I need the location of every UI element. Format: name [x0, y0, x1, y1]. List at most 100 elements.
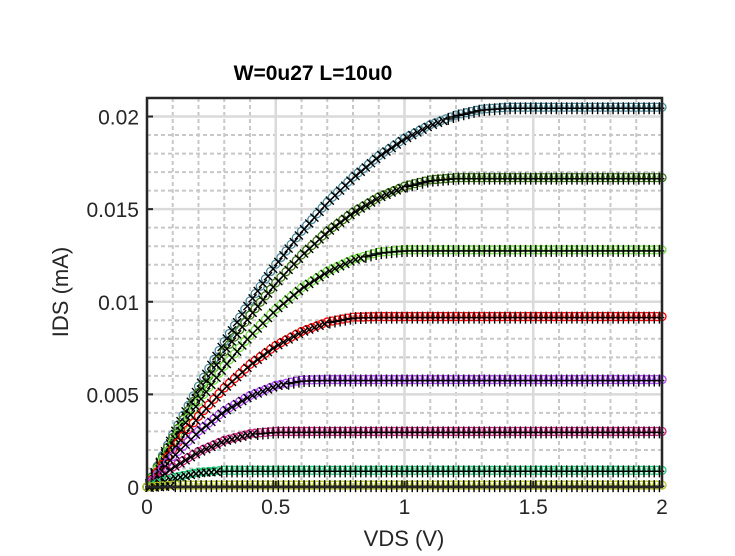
- measured-point: [559, 173, 569, 183]
- measured-point: [544, 374, 554, 385]
- model-point: [412, 127, 422, 137]
- model-point: [294, 230, 304, 240]
- measured-point: [456, 426, 466, 437]
- measured-point: [487, 426, 497, 437]
- measured-point: [595, 245, 605, 255]
- model-point: [206, 380, 216, 390]
- measured-point: [497, 245, 508, 255]
- measured-point: [482, 374, 492, 385]
- measured-point: [281, 480, 291, 490]
- model-point: [325, 225, 335, 235]
- measured-point: [368, 312, 379, 322]
- model-point: [263, 384, 273, 394]
- measured-point: [554, 245, 564, 255]
- measured-point: [641, 426, 652, 437]
- measured-point: [466, 173, 477, 183]
- model-point: [196, 384, 206, 394]
- model-point: [371, 154, 381, 164]
- measured-point: [600, 311, 610, 322]
- measured-point: [425, 465, 435, 475]
- measured-point: [574, 465, 585, 475]
- measured-point: [559, 465, 569, 475]
- x-tick-label: 0: [141, 496, 153, 519]
- model-point: [463, 107, 474, 120]
- measured-point: [533, 102, 544, 112]
- model-point: [376, 192, 386, 202]
- model-point: [330, 222, 340, 232]
- x-tick-label: 1.5: [519, 496, 548, 519]
- measured-point: [235, 325, 245, 335]
- measured-point: [508, 311, 518, 322]
- measured-point: [353, 480, 363, 490]
- measured-point: [554, 480, 564, 490]
- model-point: [366, 197, 376, 207]
- model-point: [443, 112, 454, 125]
- model-point: [278, 380, 288, 390]
- model-point: [253, 355, 263, 365]
- measured-point: [559, 102, 569, 112]
- measured-point: [245, 296, 255, 306]
- measured-point: [430, 480, 441, 490]
- model-point: [227, 337, 237, 347]
- measured-point: [466, 426, 477, 437]
- model-point: [335, 314, 346, 327]
- measured-point: [626, 173, 636, 183]
- measured-point: [265, 465, 276, 475]
- measured-point: [363, 465, 374, 475]
- measured-point: [533, 245, 544, 255]
- model-point: [206, 417, 216, 427]
- measured-point: [569, 374, 580, 385]
- measured-point: [605, 480, 616, 490]
- measured-point: [327, 426, 338, 437]
- measured-point: [281, 465, 291, 475]
- measured-point: [193, 480, 204, 490]
- measured-point: [647, 245, 657, 255]
- measured-point: [301, 375, 312, 385]
- measured-point: [497, 465, 508, 475]
- series-4: [142, 311, 667, 492]
- measured-point: [260, 480, 271, 490]
- measured-point: [631, 374, 641, 385]
- measured-point: [250, 480, 260, 490]
- measured-point: [240, 317, 250, 328]
- measured-point: [580, 311, 590, 322]
- model-point: [283, 377, 294, 390]
- measured-point: [415, 311, 425, 322]
- measured-point: [569, 311, 580, 322]
- measured-point: [327, 374, 338, 385]
- model-point: [273, 340, 283, 350]
- measured-point: [183, 480, 193, 490]
- measured-point: [446, 480, 456, 490]
- measured-point: [523, 245, 533, 255]
- measured-point: [229, 465, 240, 475]
- measured-point: [626, 480, 636, 490]
- measured-point: [569, 465, 580, 475]
- measured-point: [616, 173, 626, 183]
- measured-point: [611, 311, 621, 322]
- measured-point: [641, 374, 652, 385]
- measured-point: [461, 245, 471, 255]
- measured-point: [508, 245, 518, 255]
- measured-point: [399, 311, 410, 322]
- y-tick-label: 0.015: [86, 199, 139, 222]
- measured-point: [647, 374, 657, 385]
- measured-point: [456, 311, 466, 322]
- measured-point: [626, 245, 636, 255]
- measured-point: [477, 374, 487, 385]
- model-point: [232, 347, 242, 357]
- measured-point: [404, 465, 415, 475]
- measured-point: [502, 480, 513, 490]
- measured-point: [389, 374, 399, 385]
- measured-point: [585, 245, 595, 255]
- measured-point: [580, 480, 590, 490]
- measured-point: [513, 173, 523, 183]
- measured-point: [538, 311, 549, 322]
- measured-point: [502, 311, 513, 322]
- measured-point: [492, 480, 502, 490]
- model-point: [237, 341, 247, 351]
- measured-point: [518, 426, 528, 437]
- measured-point: [559, 311, 569, 322]
- measured-point: [410, 245, 420, 255]
- measured-point: [626, 102, 636, 112]
